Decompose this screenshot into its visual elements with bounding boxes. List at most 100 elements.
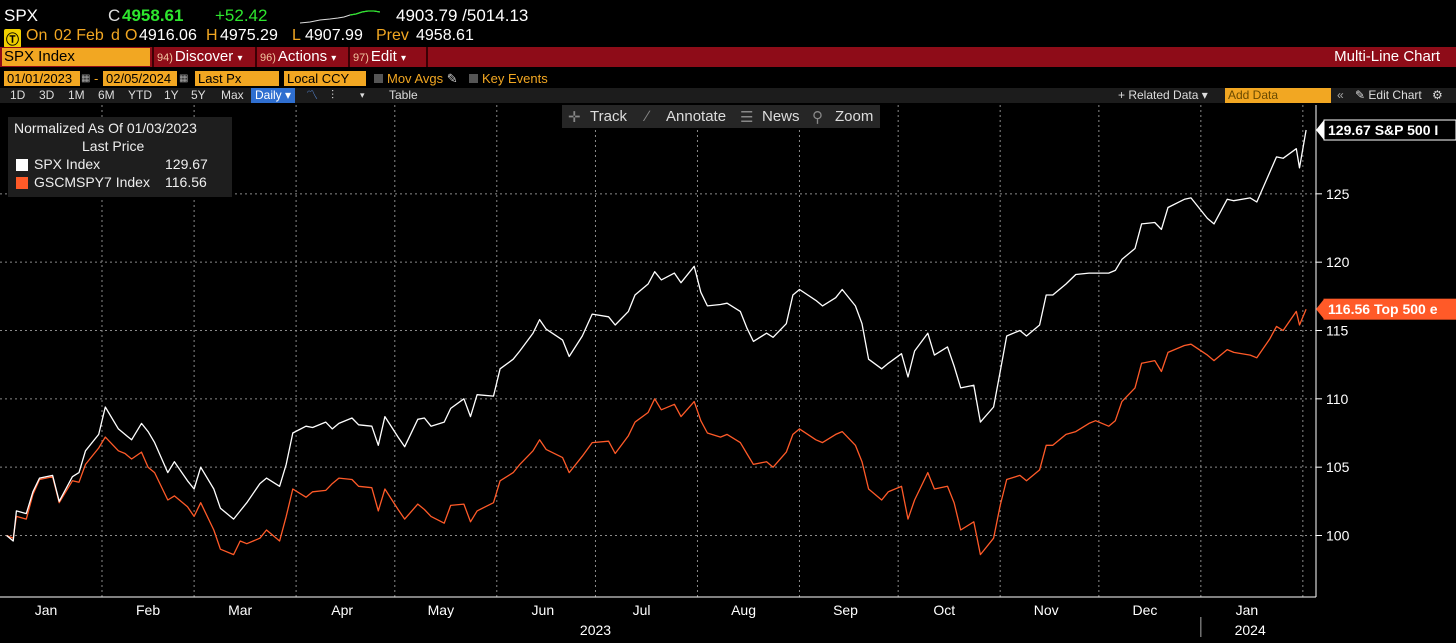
news-button[interactable]: News — [762, 108, 800, 125]
series-line-spx-index — [6, 129, 1307, 542]
x-tick-label: Jul — [633, 602, 651, 618]
field-select[interactable]: Last Px — [195, 71, 279, 86]
quote-detail-line: Ⓣ On 02 Feb d O 4916.06 H 4975.29 L 4907… — [4, 27, 704, 48]
range-max[interactable]: Max — [221, 88, 244, 102]
x-tick-label: Apr — [331, 602, 353, 618]
ticker-symbol: SPX — [4, 6, 39, 25]
price-change: +52.42 — [215, 6, 268, 25]
divider — [348, 47, 350, 67]
range-1m[interactable]: 1M — [68, 88, 85, 102]
table-button[interactable]: Table — [389, 88, 418, 102]
add-data-input[interactable]: Add Data — [1225, 88, 1331, 103]
t-badge-icon[interactable]: Ⓣ — [4, 29, 22, 48]
last-value-tags: 129.67 S&P 500 I 116.56 Top 500 e — [1316, 119, 1456, 320]
y-tick-label: 105 — [1326, 459, 1350, 475]
multi-line-chart: 100 105 110 115 120 125 Jan Feb Mar Apr May Jun Jul… — [0, 105, 1456, 638]
tag-box — [1323, 298, 1456, 320]
caret-down-icon: ▾ — [400, 53, 406, 64]
day-range: 4903.79 /5014.13 — [396, 6, 529, 25]
range-3d[interactable]: 3D — [39, 88, 55, 102]
divider — [255, 47, 257, 67]
crosshair-icon: ✛ — [568, 109, 581, 126]
edit-chart-label: Edit Chart — [1368, 88, 1422, 102]
start-date-field[interactable]: 01/01/2023 — [4, 71, 80, 86]
y-tick-label: 125 — [1326, 186, 1350, 202]
x-year-label: 2023 — [580, 622, 611, 638]
chart-type-title: Multi-Line Chart — [1334, 48, 1440, 65]
open-value: 4916.06 — [139, 27, 197, 44]
tag-label: 116.56 Top 500 e — [1328, 301, 1438, 317]
divider — [152, 47, 154, 67]
range-ytd[interactable]: YTD — [128, 88, 152, 102]
calendar-icon[interactable]: ▦ — [81, 73, 91, 84]
discover-menu[interactable]: 94) Discover ▾ — [157, 48, 242, 66]
end-date-field[interactable]: 02/05/2024 — [103, 71, 177, 86]
legend-swatch-spx — [16, 159, 28, 171]
chart-legend: Normalized As Of 01/03/2023 Last Price S… — [8, 117, 232, 197]
quote-line: SPX C 4958.61 +52.42 4903.79 /5014.13 — [4, 6, 704, 26]
range-5y[interactable]: 5Y — [191, 88, 206, 102]
quote-date: 02 Feb — [54, 27, 104, 44]
annotate-button[interactable]: Annotate — [666, 108, 727, 125]
pencil-icon: ✎ — [446, 71, 458, 86]
zoom-button[interactable]: Zoom — [835, 108, 874, 125]
x-tick-label: Aug — [731, 602, 756, 618]
key-events-toggle[interactable]: Key Events — [469, 71, 548, 86]
x-tick-label: Sep — [833, 602, 858, 618]
high-label: H — [206, 27, 218, 44]
frequency-select[interactable]: Daily ▾ — [251, 88, 296, 103]
y-tick-label: 120 — [1326, 254, 1350, 270]
actions-menu[interactable]: 96) Actions ▾ — [260, 48, 336, 66]
high-value: 4975.29 — [220, 27, 278, 44]
y-tick-label: 110 — [1326, 391, 1349, 407]
y-tick-label: 115 — [1326, 323, 1349, 339]
x-year-label: 2024 — [1235, 622, 1266, 638]
x-tick-label: May — [428, 602, 454, 618]
last-value-tag-gscmspy7: 116.56 Top 500 e — [1316, 298, 1456, 320]
chart-tool-bar: ✛ Track ∕ Annotate ☰ News ⚲ Zoom — [562, 105, 880, 128]
divider — [426, 47, 428, 67]
edit-label: Edit — [370, 48, 397, 65]
legend-name-gscmspy7: GSCMSPY7 Index — [34, 174, 150, 190]
x-tick-label: Jan — [1236, 602, 1259, 618]
range-1y[interactable]: 1Y — [164, 88, 179, 102]
checkbox-icon — [374, 74, 383, 83]
edit-menu[interactable]: 97) Edit ▾ — [353, 48, 406, 66]
currency-select[interactable]: Local CCY — [284, 71, 366, 86]
legend-subtitle: Last Price — [82, 138, 145, 154]
legend-title: Normalized As Of 01/03/2023 — [14, 120, 197, 136]
caret-down-icon: ▾ — [331, 53, 337, 64]
caret-down-icon: ▾ — [237, 53, 243, 64]
edit-chart-button[interactable]: ✎ Edit Chart — [1355, 88, 1422, 102]
related-data-button[interactable]: + Related Data ▾ — [1118, 88, 1208, 102]
mov-avgs-toggle[interactable]: Mov Avgs ✎ — [374, 71, 458, 86]
mov-avgs-label: Mov Avgs — [387, 71, 444, 86]
annotate-icon: ∕ — [646, 108, 649, 125]
range-6m[interactable]: 6M — [98, 88, 115, 102]
x-tick-label: Mar — [228, 602, 252, 618]
bar-type-icon[interactable]: ⫶ — [331, 88, 335, 102]
on-label: On — [26, 27, 48, 44]
y-axis: 100 105 110 115 120 125 — [1315, 105, 1350, 597]
prev-label: Prev — [376, 27, 409, 44]
command-bar: SPX Index 94) Discover ▾ 96) Actions ▾ 97)… — [0, 47, 1456, 67]
date-dash: - — [94, 71, 99, 86]
range-1d[interactable]: 1D — [10, 88, 26, 102]
tag-label: 129.67 S&P 500 I — [1328, 122, 1438, 138]
series-lines — [6, 129, 1307, 556]
caret-down-icon[interactable]: ▾ — [360, 90, 365, 100]
line-chart-icon[interactable]: 〽 — [306, 88, 319, 102]
collapse-icon[interactable]: « — [1337, 88, 1344, 102]
grid-lines — [0, 105, 1316, 597]
x-tick-label: Nov — [1034, 602, 1059, 618]
open-label: O — [125, 27, 138, 44]
prev-value: 4958.61 — [416, 27, 474, 44]
price-flag: C — [108, 6, 121, 25]
last-price: 4958.61 — [122, 6, 184, 25]
checkbox-icon — [469, 74, 478, 83]
calendar-icon[interactable]: ▦ — [179, 73, 189, 84]
gear-icon[interactable]: ⚙ — [1432, 88, 1443, 102]
zoom-icon: ⚲ — [812, 109, 823, 126]
security-field[interactable]: SPX Index — [2, 48, 150, 66]
track-button[interactable]: Track — [590, 108, 627, 125]
